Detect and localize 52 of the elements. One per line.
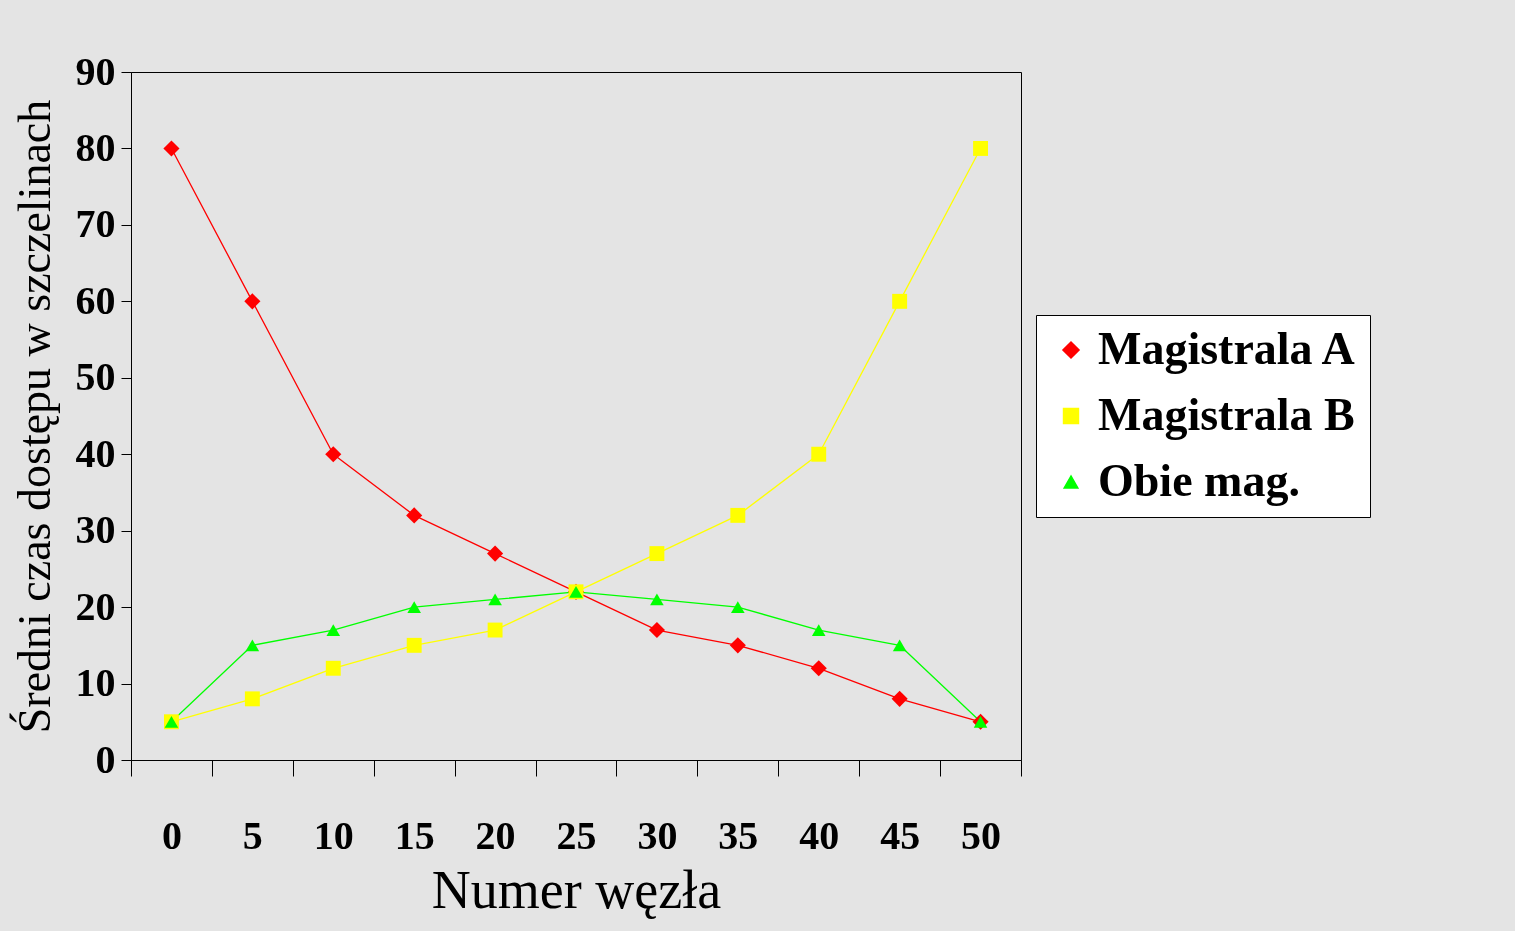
point [244, 691, 260, 707]
point [892, 639, 907, 652]
legend-label: Magistrala B [1098, 389, 1355, 440]
point [891, 690, 908, 707]
y-tick-label: 0 [95, 736, 116, 782]
point [406, 637, 422, 653]
point [245, 639, 260, 652]
legend-label: Magistrala A [1098, 323, 1355, 374]
point [406, 507, 423, 524]
point [407, 601, 421, 613]
y-tick-label: 70 [75, 201, 116, 247]
x-tick-label: 35 [718, 812, 759, 858]
y-tick-label: 80 [75, 124, 116, 170]
point [487, 622, 503, 638]
point [892, 293, 908, 309]
point [810, 660, 827, 677]
point [488, 593, 502, 606]
y-tick-label: 30 [75, 507, 116, 553]
point [649, 546, 665, 562]
x-tick-label: 25 [556, 812, 597, 858]
y-axis-title: Średni czas dostępu w szczelinach [8, 99, 60, 734]
point [811, 624, 826, 636]
x-tick-label: 10 [313, 812, 354, 858]
x-tick-label: 45 [880, 812, 921, 858]
point [729, 637, 746, 654]
point [731, 601, 745, 613]
x-tick-label: 50 [961, 812, 1002, 858]
y-tick-label: 90 [75, 48, 116, 94]
y-tick-label: 50 [75, 354, 116, 400]
point [325, 446, 342, 463]
point [648, 621, 665, 639]
x-axis-title: Numer węzła [431, 859, 722, 920]
y-tick-label: 20 [75, 583, 116, 629]
y-tick-label: 60 [75, 277, 116, 323]
x-tick-label: 20 [475, 812, 516, 858]
point [487, 545, 504, 562]
point [244, 293, 261, 310]
point [730, 507, 746, 523]
point [811, 446, 827, 462]
point [163, 140, 180, 157]
x-tick-label: 0 [161, 812, 182, 858]
point [326, 624, 341, 636]
y-tick-label: 40 [75, 430, 116, 476]
point [325, 660, 341, 676]
point [650, 593, 664, 606]
x-tick-label: 30 [637, 812, 678, 858]
y-tick-label: 10 [75, 660, 116, 706]
x-tick-label: 40 [799, 812, 840, 858]
legend-label: Obie mag. [1098, 455, 1300, 506]
x-tick-label: 5 [242, 812, 263, 858]
x-tick-label: 15 [394, 812, 435, 858]
point [973, 140, 988, 156]
